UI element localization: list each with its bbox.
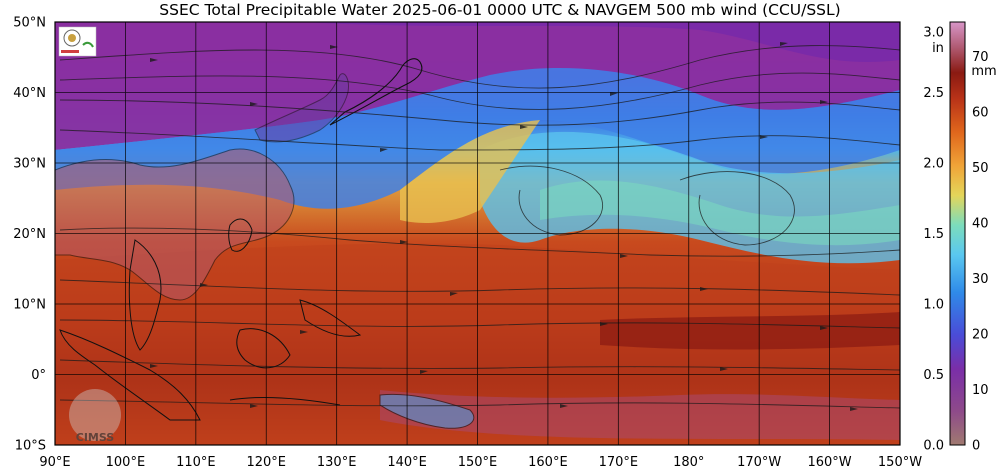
longitude-label: 110°E: [176, 455, 216, 470]
longitude-label: 130°E: [317, 455, 357, 470]
colorbar-inch-tick: 1.5: [923, 227, 944, 242]
colorbar-mm-tick: 30: [972, 272, 989, 287]
colorbar-mm-tick: 0: [972, 439, 980, 454]
colorbar: 3.0 2.5 2.0 1.5 1.0 0.5 0.0 70 60 50 40 30 20 10 0 in…: [923, 21, 997, 454]
latitude-label: 10°N: [13, 298, 46, 313]
longitude-label: 90°E: [39, 455, 70, 470]
longitude-labels: 90°E 100°E 110°E 120°E 130°E 140°E 150°E 160°E 1…: [39, 455, 922, 470]
colorbar-inch-tick: 2.0: [923, 157, 944, 172]
longitude-label: 170°W: [737, 455, 781, 470]
latitude-label: 30°N: [13, 157, 46, 172]
map-title: SSEC Total Precipitable Water 2025-06-01…: [159, 1, 841, 19]
colorbar-mm-tick: 40: [972, 216, 989, 231]
colorbar-mm-tick: 60: [972, 105, 989, 120]
longitude-label: 100°E: [106, 455, 146, 470]
colorbar-mm-tick: 20: [972, 327, 989, 342]
latitude-label: 50°N: [13, 16, 46, 31]
ssec-logo: [58, 26, 97, 57]
colorbar-mm-unit: mm: [971, 64, 996, 79]
longitude-label: 160°E: [528, 455, 568, 470]
longitude-label: 170°E: [599, 455, 639, 470]
longitude-label: 160°W: [807, 455, 851, 470]
latitude-label: 10°S: [15, 439, 46, 454]
longitude-label: 120°E: [246, 455, 286, 470]
longitude-label: 150°E: [458, 455, 498, 470]
colorbar-inch-tick: 0.0: [923, 439, 944, 454]
cimss-watermark: CIMSS: [69, 389, 121, 444]
colorbar-mm-ticks: 70 60 50 40 30 20 10 0: [972, 50, 989, 454]
map-frame: [54, 21, 901, 446]
latitude-label: 40°N: [13, 86, 46, 101]
latitude-labels: 50°N 40°N 30°N 20°N 10°N 0° 10°S: [13, 16, 46, 454]
colorbar-inch-tick: 3.0: [923, 26, 944, 41]
colorbar-inch-tick: 1.0: [923, 298, 944, 313]
longitude-label: 150°W: [878, 455, 922, 470]
colorbar-mm-tick: 70: [972, 50, 989, 65]
colorbar-mm-tick: 10: [972, 383, 989, 398]
colorbar-inch-ticks: 3.0 2.5 2.0 1.5 1.0 0.5 0.0: [923, 26, 944, 454]
colorbar-inch-tick: 2.5: [923, 86, 944, 101]
colorbar-inch-tick: 0.5: [923, 368, 944, 383]
lat-lon-grid: [55, 22, 900, 445]
longitude-label: 140°E: [387, 455, 427, 470]
cimss-label: CIMSS: [76, 431, 115, 444]
longitude-label: 180°: [673, 455, 704, 470]
colorbar-inch-unit: in: [932, 41, 944, 56]
latitude-label: 0°: [31, 368, 46, 383]
colorbar-mm-tick: 50: [972, 161, 989, 176]
latitude-label: 20°N: [13, 227, 46, 242]
